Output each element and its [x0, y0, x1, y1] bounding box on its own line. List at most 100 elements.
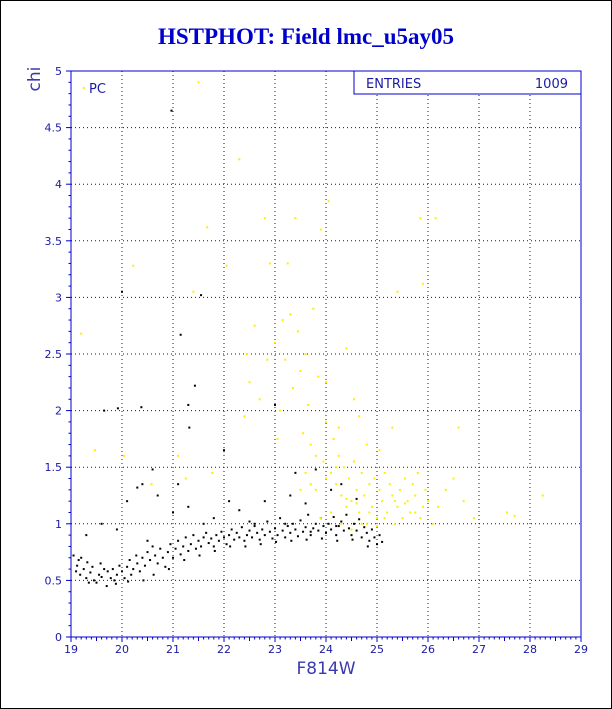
scatter-point-black	[187, 403, 190, 406]
scatter-point-yellow	[378, 488, 381, 491]
scatter-point-black	[115, 573, 118, 576]
scatter-point-black	[335, 525, 338, 528]
scatter-point-yellow	[192, 290, 195, 293]
scatter-point-black	[299, 519, 302, 522]
scatter-point-black	[275, 540, 278, 543]
scatter-point-yellow	[360, 522, 363, 525]
scatter-point-black	[141, 483, 144, 486]
scatter-point-black	[118, 564, 121, 567]
scatter-point-yellow	[345, 497, 348, 500]
scatter-point-black	[127, 580, 130, 583]
scatter-point-black	[113, 579, 116, 582]
scatter-point-yellow	[80, 332, 83, 335]
scatter-point-black	[217, 539, 220, 542]
scatter-point-black	[330, 528, 333, 531]
scatter-point-yellow	[419, 517, 422, 520]
scatter-point-yellow	[452, 477, 455, 480]
scatter-point-yellow	[248, 381, 251, 384]
scatter-point-black	[179, 553, 182, 556]
scatter-point-yellow	[398, 488, 401, 491]
scatter-point-yellow	[381, 500, 384, 503]
scatter-point-black	[259, 543, 262, 546]
scatter-point-black	[336, 539, 339, 542]
scatter-point-black	[365, 531, 368, 534]
scatter-point-black	[146, 551, 149, 554]
scatter-point-black	[281, 529, 284, 532]
x-tick-label: 20	[115, 643, 129, 656]
scatter-point-yellow	[360, 471, 363, 474]
scatter-point-black	[268, 530, 271, 533]
scatter-point-black	[100, 522, 103, 525]
scatter-point-yellow	[263, 217, 266, 220]
scatter-point-black	[146, 539, 149, 542]
scatter-point-black	[85, 534, 88, 537]
scatter-point-yellow	[388, 483, 391, 486]
scatter-point-black	[322, 525, 325, 528]
scatter-point-yellow	[307, 403, 310, 406]
scatter-point-yellow	[404, 502, 407, 505]
scatter-point-yellow	[302, 432, 305, 435]
x-tick-label: 28	[523, 643, 537, 656]
scatter-point-black	[376, 543, 378, 546]
scatter-point-yellow	[396, 505, 399, 508]
scatter-point-yellow	[541, 494, 544, 497]
data-points	[72, 81, 544, 588]
scatter-point-yellow	[409, 511, 412, 514]
scatter-point-black	[177, 483, 180, 486]
scatter-point-black	[123, 577, 126, 580]
scatter-point-black	[373, 536, 376, 539]
scatter-point-black	[351, 538, 354, 541]
scatter-point-black	[121, 290, 123, 293]
scatter-point-black	[302, 530, 305, 533]
scatter-point-black	[85, 577, 88, 580]
scatter-point-yellow	[309, 483, 312, 486]
scatter-point-yellow	[350, 500, 353, 503]
scatter-point-black	[347, 527, 350, 530]
plot-area-border	[70, 70, 582, 638]
scatter-point-yellow	[123, 454, 126, 457]
scatter-point-yellow	[325, 420, 327, 423]
scatter-point-black	[340, 520, 343, 523]
scatter-point-black	[320, 537, 323, 540]
scatter-point-black	[368, 539, 371, 542]
scatter-point-yellow	[416, 471, 419, 474]
scatter-point-yellow	[437, 505, 440, 508]
scatter-point-black	[309, 534, 312, 537]
y-axis-label: chi	[25, 67, 45, 92]
scatter-point-black	[151, 468, 154, 471]
scatter-point-black	[355, 497, 358, 500]
scatter-point-black	[240, 526, 243, 529]
scatter-point-yellow	[376, 517, 378, 520]
scatter-point-black	[149, 559, 152, 562]
scatter-point-yellow	[327, 200, 330, 203]
scatter-point-yellow	[304, 353, 307, 355]
scatter-point-black	[238, 536, 241, 539]
scatter-point-black	[263, 500, 266, 503]
scatter-point-black	[111, 568, 114, 571]
scatter-point-yellow	[332, 437, 335, 440]
scatter-point-yellow	[462, 500, 465, 503]
scatter-point-yellow	[365, 522, 368, 525]
scatter-point-yellow	[414, 494, 417, 497]
scatter-point-yellow	[317, 375, 320, 378]
scatter-point-black	[76, 564, 79, 567]
scatter-point-yellow	[276, 437, 279, 440]
scatter-point-black	[152, 573, 155, 576]
scatter-point-black	[182, 545, 185, 548]
scatter-point-black	[289, 494, 292, 497]
scatter-point-black	[366, 545, 369, 548]
y-tick-label: 0.5	[45, 574, 63, 587]
scatter-point-black	[136, 562, 139, 565]
scatter-point-yellow	[421, 505, 424, 508]
scatter-point-black	[192, 534, 195, 537]
scatter-point-black	[327, 522, 330, 525]
scatter-point-yellow	[268, 262, 271, 265]
scatter-point-black	[335, 534, 338, 537]
scatter-point-yellow	[363, 494, 366, 497]
scatter-point-yellow	[421, 282, 424, 285]
scatter-point-black	[136, 486, 139, 489]
scatter-point-black	[276, 534, 279, 537]
scatter-point-black	[130, 573, 133, 576]
x-tick-label: 23	[268, 643, 282, 656]
scatter-point-yellow	[424, 488, 427, 491]
